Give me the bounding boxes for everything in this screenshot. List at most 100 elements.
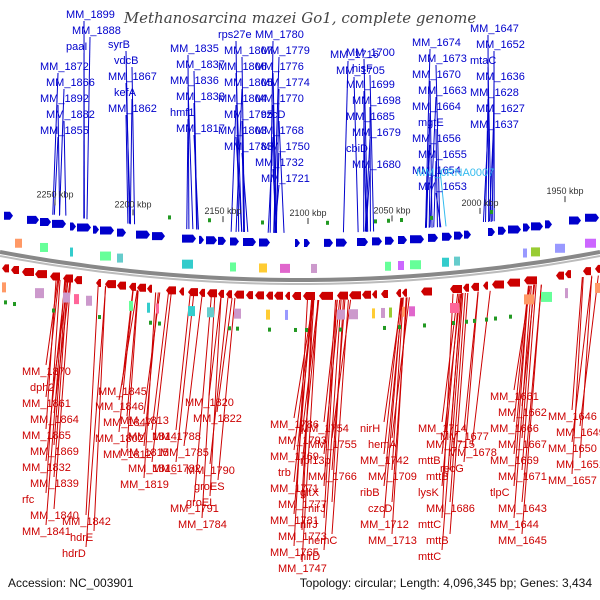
forward-leader-line	[187, 54, 190, 230]
marker-square	[452, 321, 455, 325]
map-title: Methanosarcina mazei Go1, complete genom…	[123, 9, 477, 27]
forward-leader-line	[52, 72, 59, 215]
reverse-gene-arrow	[285, 291, 290, 300]
forward-gene-label: MM_1652	[476, 39, 525, 51]
forward-leader-line	[435, 192, 442, 228]
reverse-gene-arrow	[556, 271, 564, 280]
forward-gene-label: MM_1807	[224, 45, 273, 57]
forward-gene-label: MM_1888	[72, 25, 121, 37]
reverse-gene-label: MM_1790	[186, 465, 235, 477]
reverse-gene-arrow	[226, 290, 232, 299]
forward-gene-arrow	[498, 226, 506, 235]
feature-tracks	[2, 210, 600, 332]
reverse-leader-line	[216, 297, 233, 413]
forward-gene-label: syrB	[108, 39, 130, 51]
reverse-gene-label: trb	[278, 467, 291, 479]
reverse-gene-label: MM_1754	[300, 423, 349, 435]
forward-gene-label: MM_1899	[66, 9, 115, 21]
reverse-gene-label: MM_1819	[120, 479, 169, 491]
forward-gene-label: vdcB	[114, 55, 138, 67]
reverse-gene-label: MM_1643	[498, 503, 547, 515]
marker-square	[261, 220, 264, 225]
reverse-leader-line	[391, 297, 407, 535]
forward-gene-label: MM_1670	[412, 69, 461, 81]
reverse-gene-label: tlpC	[490, 487, 510, 499]
backbone-arc	[0, 250, 600, 282]
scale-tick-label: 2050 kbp	[373, 205, 410, 215]
cog-feature-box	[385, 261, 391, 271]
forward-gene-label: MM_1698	[352, 95, 401, 107]
reverse-gene-label: mttB	[418, 455, 441, 467]
reverse-leader-line	[323, 299, 342, 551]
forward-gene-arrow	[304, 238, 310, 247]
reverse-gene-label: MM_1785	[160, 447, 209, 459]
reverse-gene-label: czcD	[368, 503, 393, 515]
forward-gene-arrow	[545, 220, 552, 229]
forward-gene-arrow	[464, 230, 471, 239]
marker-square	[98, 315, 101, 320]
reverse-gene-arrow	[471, 282, 479, 291]
forward-gene-label: MM_1817	[176, 123, 225, 135]
reverse-gene-label: groEL	[186, 497, 215, 509]
forward-gene-arrow	[442, 232, 452, 241]
reverse-leader-line	[85, 285, 99, 516]
reverse-gene-label: hemC	[308, 535, 337, 547]
reverse-leader-line	[441, 293, 454, 519]
forward-leader-line	[272, 72, 277, 233]
marker-square	[473, 318, 476, 323]
genome-backbone	[0, 250, 600, 285]
reverse-leader-line	[301, 299, 313, 531]
reverse-gene-label: MM_1714	[418, 423, 467, 435]
reverse-gene-arrow	[218, 289, 224, 298]
scale-tick-label: 2100 kbp	[289, 208, 326, 218]
reverse-gene-label: MM_1861	[22, 398, 71, 410]
reverse-gene-label: recG	[440, 463, 464, 475]
reverse-leader-line	[463, 291, 479, 431]
cog-feature-box	[442, 257, 449, 267]
reverse-leader-line	[383, 297, 402, 455]
forward-gene-arrow	[4, 211, 13, 220]
forward-gene-label: MM_1699	[346, 79, 395, 91]
forward-gene-arrow	[40, 217, 51, 226]
reverse-leader-line	[449, 292, 466, 503]
forward-gene-label: MM_1866	[46, 77, 95, 89]
reverse-gene-label: MM_1840	[30, 510, 79, 522]
forward-leader-line	[365, 170, 371, 232]
reverse-gene-arrow	[450, 285, 462, 293]
reverse-gene-label: ribB	[360, 487, 380, 499]
forward-gene-arrow	[52, 219, 66, 228]
reverse-gene-label: MM_1814	[128, 431, 177, 443]
reverse-gene-label: MM_1649	[556, 427, 600, 439]
reverse-leader-line	[331, 299, 344, 503]
reverse-leader-line	[471, 290, 491, 447]
reverse-gene-label: MM_1791	[170, 503, 219, 515]
forward-leader-line	[429, 96, 437, 228]
reverse-gene-arrow	[199, 288, 205, 297]
forward-leader-line	[129, 98, 133, 225]
reverse-leader-line	[441, 293, 462, 551]
marker-square	[305, 327, 308, 332]
marker-square	[326, 220, 329, 225]
reverse-leader-line	[521, 284, 537, 471]
reverse-leader-line	[391, 297, 404, 471]
forward-leader-line	[278, 120, 285, 233]
reverse-gene-label: MM_1832	[22, 462, 71, 474]
reverse-gene-arrow	[207, 289, 217, 298]
forward-gene-arrow	[230, 237, 239, 246]
forward-gene-arrow	[27, 215, 39, 224]
forward-gene-arrow	[93, 225, 99, 234]
cog-feature-box	[349, 309, 358, 320]
reverse-leader-line	[579, 275, 593, 459]
marker-square	[168, 215, 171, 220]
reverse-leader-line	[513, 285, 532, 519]
forward-leader-line	[274, 184, 280, 233]
forward-gene-label: MM_1673	[418, 53, 467, 65]
forward-leader-line	[125, 82, 131, 224]
cog-feature-box	[389, 307, 392, 318]
reverse-gene-arrow	[565, 270, 571, 279]
reverse-gene-label: MM_1747	[278, 563, 327, 575]
reverse-gene-arrow	[507, 278, 520, 287]
reverse-leader-line	[323, 299, 341, 455]
reverse-gene-label: MM_1815	[120, 447, 169, 459]
reverse-gene-label: MM_1765	[270, 547, 319, 559]
